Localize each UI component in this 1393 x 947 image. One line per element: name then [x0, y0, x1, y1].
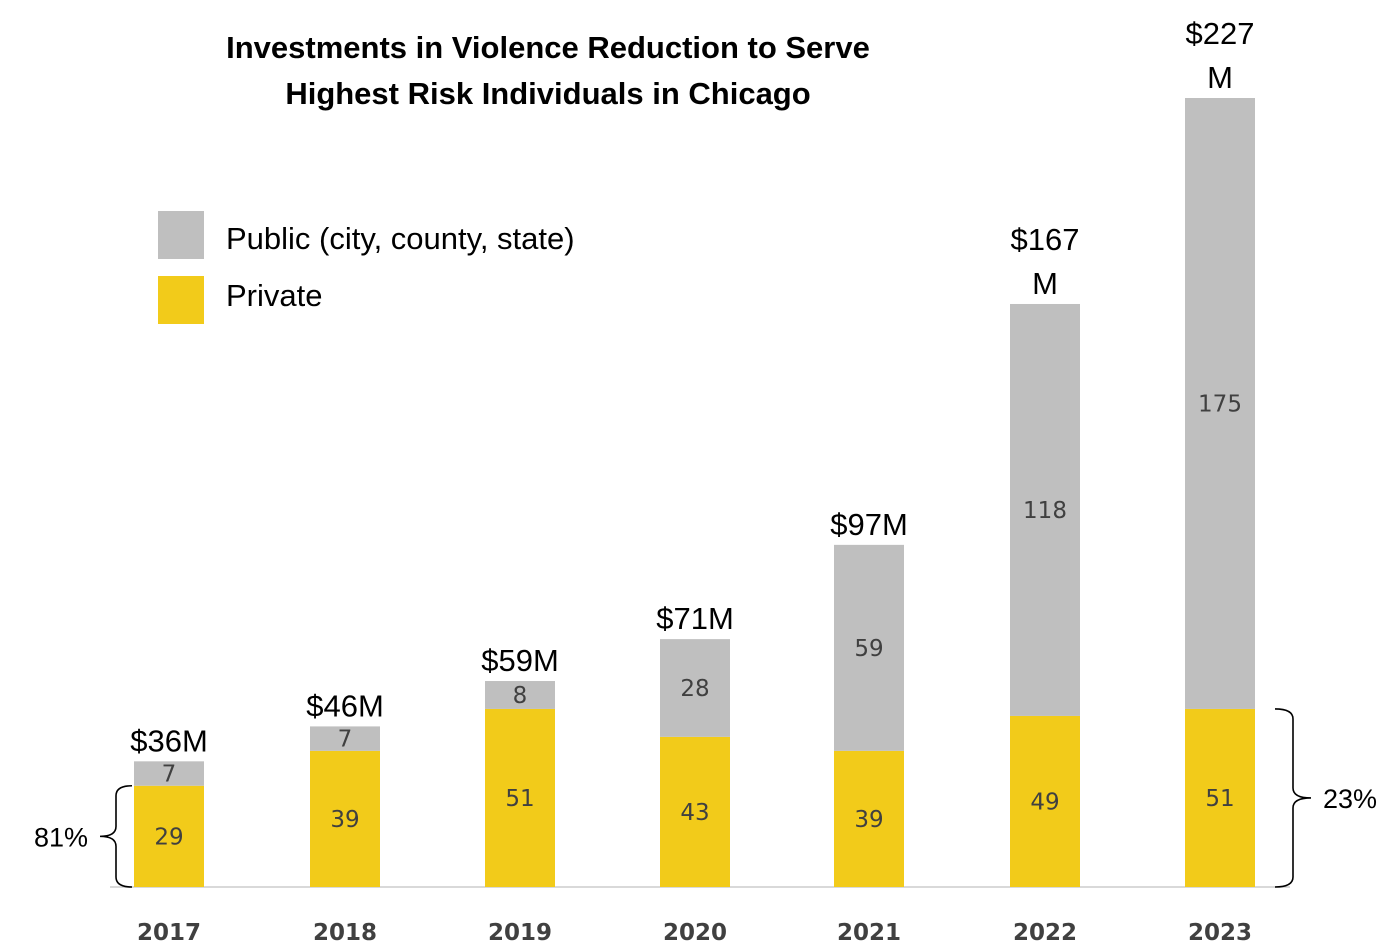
- total-label-2023-line-1: $227: [1186, 16, 1255, 51]
- value-label-public-2023: 175: [1198, 391, 1242, 417]
- value-label-public-2017: 7: [162, 762, 177, 788]
- chart-title-line-2: Highest Risk Individuals in Chicago: [285, 76, 810, 111]
- x-tick-label-2023: 2023: [1188, 920, 1252, 946]
- value-label-private-2020: 43: [680, 800, 709, 826]
- bar-private-2022: [1010, 715, 1080, 887]
- x-tick-label-2020: 2020: [663, 920, 727, 946]
- bar-public-2018: [310, 726, 380, 751]
- total-label-2018: $46M: [306, 688, 384, 723]
- bar-public-2019: [485, 681, 555, 709]
- bar-public-2022: [1010, 303, 1080, 716]
- value-label-public-2022: 118: [1023, 498, 1067, 524]
- bar-private-2018: [310, 750, 380, 887]
- value-label-public-2020: 28: [680, 676, 709, 702]
- total-label-2022-line-1: $167: [1011, 222, 1080, 257]
- total-label-2017: $36M: [130, 723, 208, 758]
- value-label-private-2019: 51: [505, 786, 534, 812]
- value-label-private-2018: 39: [330, 807, 359, 833]
- total-label-2019: $59M: [481, 643, 559, 678]
- x-tick-label-2018: 2018: [313, 920, 377, 946]
- legend-label-public: Public (city, county, state): [226, 221, 575, 256]
- chart-title-line-1: Investments in Violence Reduction to Ser…: [226, 30, 870, 65]
- bar-private-2019: [485, 708, 555, 887]
- annotations: 81% 23%: [34, 708, 1377, 888]
- total-label-2020: $71M: [656, 601, 734, 636]
- annotation-2017: 81%: [34, 822, 88, 852]
- value-label-public-2019: 8: [513, 683, 528, 709]
- bar-public-2017: [134, 761, 204, 786]
- value-label-public-2018: 7: [338, 727, 353, 753]
- x-tick-label-2019: 2019: [488, 920, 552, 946]
- brace-2017: [99, 784, 133, 888]
- chart-title: Investments in Violence Reduction to Ser…: [226, 30, 870, 111]
- value-label-public-2021: 59: [854, 636, 883, 662]
- value-label-private-2017: 29: [154, 824, 183, 850]
- total-label-2023-line-2: M: [1207, 60, 1233, 95]
- bar-public-2020: [660, 639, 730, 737]
- brace-2023: [1274, 708, 1312, 888]
- x-tick-label-2021: 2021: [837, 920, 901, 946]
- bar-public-2021: [834, 544, 904, 751]
- value-label-private-2022: 49: [1030, 789, 1059, 815]
- legend: Public (city, county, state) Private: [158, 211, 575, 324]
- bar-private-2020: [660, 736, 730, 887]
- annotation-2023: 23%: [1323, 784, 1377, 814]
- total-label-2022-line-2: M: [1032, 266, 1058, 301]
- legend-swatch-private: [158, 276, 204, 324]
- legend-swatch-public: [158, 211, 204, 259]
- bars: 29 7 $36M 2017 39 7 $46M 2018 51 8 $59M 2019 43 28 $71…: [130, 16, 1255, 946]
- bar-private-2021: [834, 750, 904, 887]
- bar-private-2023: [1185, 708, 1255, 887]
- bar-public-2023: [1185, 98, 1255, 709]
- bar-private-2017: [134, 785, 204, 887]
- value-label-private-2023: 51: [1205, 786, 1234, 812]
- legend-label-private: Private: [226, 278, 322, 313]
- value-label-private-2021: 39: [854, 807, 883, 833]
- x-tick-label-2017: 2017: [137, 920, 201, 946]
- total-label-2021: $97M: [830, 507, 908, 542]
- x-tick-label-2022: 2022: [1013, 920, 1077, 946]
